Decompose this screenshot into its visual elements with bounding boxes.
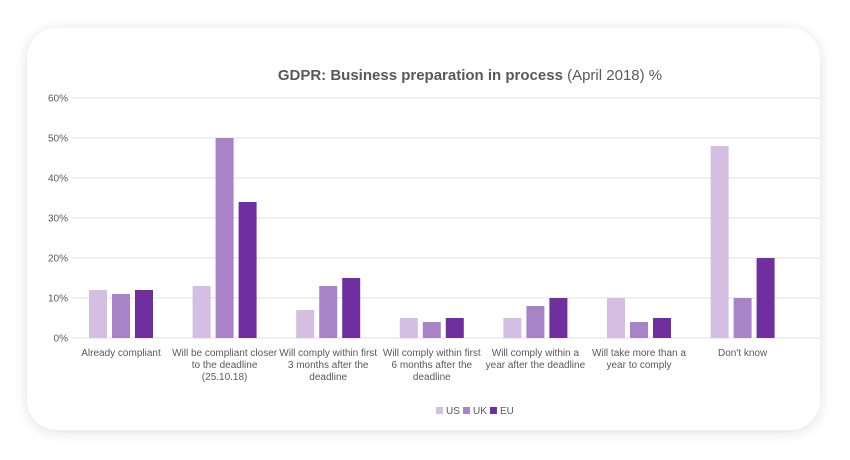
x-category-label: Will comply within first bbox=[383, 348, 481, 359]
bar-us bbox=[710, 146, 729, 338]
bar-us bbox=[399, 318, 418, 338]
bar-uk bbox=[319, 286, 338, 338]
bar-us bbox=[89, 290, 107, 338]
x-category-label: to the deadline bbox=[192, 360, 258, 371]
bar-us bbox=[192, 286, 211, 338]
x-category-label: year after the deadline bbox=[486, 360, 586, 371]
x-category-label: Already compliant bbox=[81, 348, 161, 359]
x-category-label: Will comply within a bbox=[492, 348, 580, 359]
legend-swatch-eu bbox=[490, 407, 497, 414]
x-category-label: deadline bbox=[413, 372, 451, 383]
x-category-label: (25.10.18) bbox=[202, 372, 248, 383]
bar-uk bbox=[422, 322, 441, 338]
y-tick-label: 50% bbox=[48, 134, 68, 145]
y-tick-label: 60% bbox=[48, 94, 68, 105]
bar-eu bbox=[238, 202, 257, 338]
legend-swatch-us bbox=[436, 407, 443, 414]
y-tick-label: 30% bbox=[48, 214, 68, 225]
y-tick-label: 0% bbox=[54, 334, 69, 345]
bar-eu bbox=[135, 290, 153, 338]
bar-us bbox=[503, 318, 522, 338]
legend-label: US bbox=[446, 406, 460, 417]
y-tick-label: 20% bbox=[48, 254, 68, 265]
x-category-label: 6 months after the bbox=[391, 360, 472, 371]
x-category-label: Will comply within first bbox=[279, 348, 377, 359]
y-tick-label: 10% bbox=[48, 294, 68, 305]
bar-eu bbox=[445, 318, 464, 338]
bar-uk bbox=[215, 138, 234, 338]
x-category-label: year to comply bbox=[606, 360, 671, 371]
bar-us bbox=[296, 310, 315, 338]
bar-eu bbox=[549, 298, 568, 338]
x-category-label: Don't know bbox=[718, 348, 768, 359]
bar-uk bbox=[733, 298, 752, 338]
bar-eu bbox=[756, 258, 775, 338]
bar-us bbox=[607, 298, 625, 338]
chart-card bbox=[27, 28, 820, 430]
x-category-label: 3 months after the bbox=[288, 360, 369, 371]
chart-title: GDPR: Business preparation in process (A… bbox=[278, 67, 662, 84]
legend-label: UK bbox=[473, 406, 487, 417]
x-category-label: Will take more than a bbox=[592, 348, 686, 359]
legend-label: EU bbox=[500, 406, 514, 417]
x-category-label: deadline bbox=[309, 372, 347, 383]
bar-uk bbox=[526, 306, 545, 338]
bar-eu bbox=[342, 278, 361, 338]
bar-uk bbox=[630, 322, 648, 338]
bar-uk bbox=[112, 294, 130, 338]
y-tick-label: 40% bbox=[48, 174, 68, 185]
bar-eu bbox=[653, 318, 671, 338]
x-category-label: Will be compliant closer bbox=[172, 348, 278, 359]
legend-swatch-uk bbox=[463, 407, 470, 414]
